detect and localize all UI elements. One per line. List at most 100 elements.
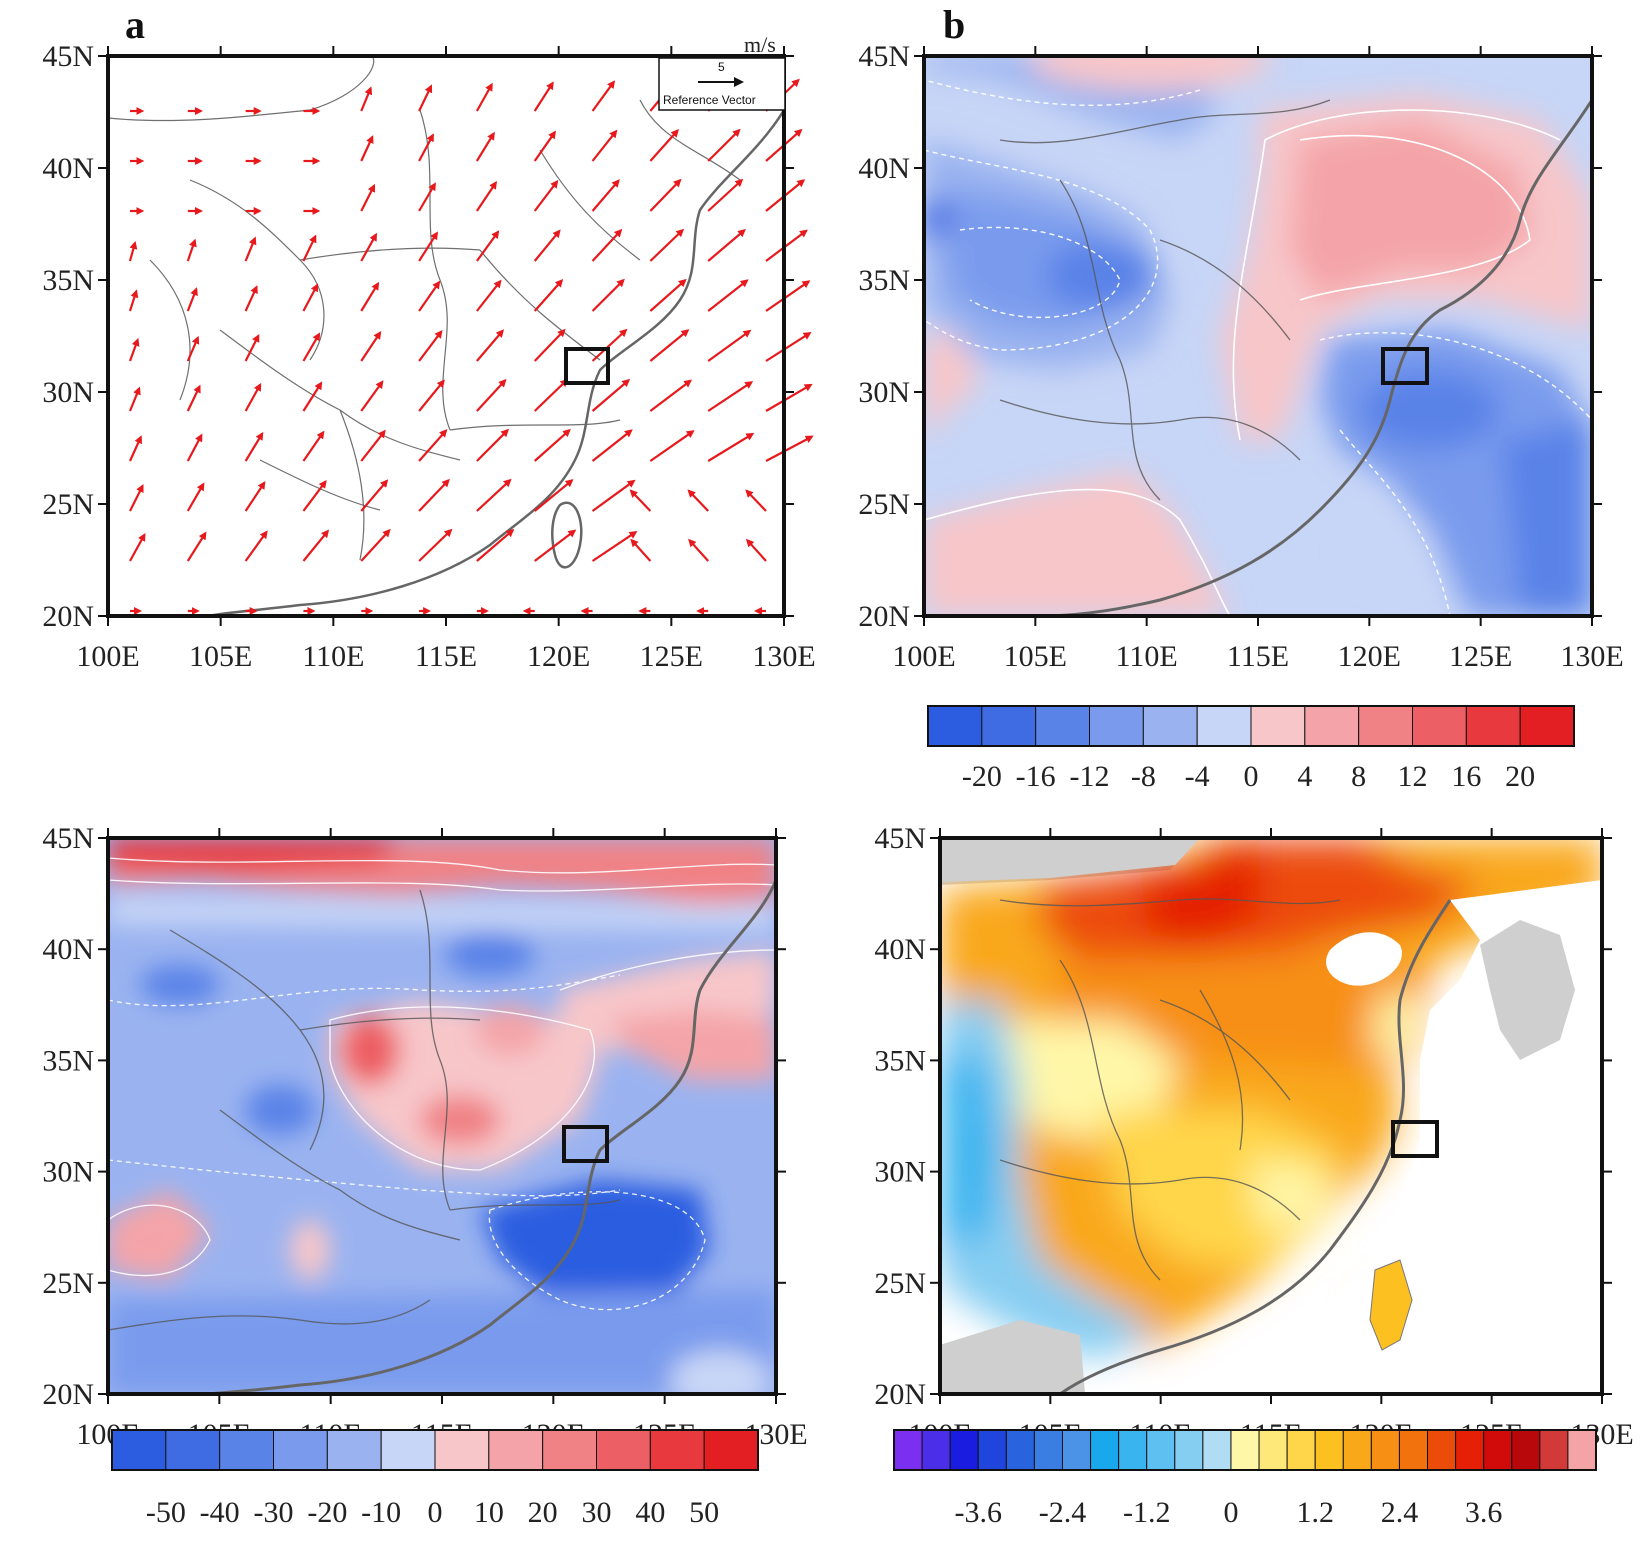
colorbar-label: -40 [200,1496,240,1529]
wind-vector [649,228,685,262]
wind-vector [475,131,495,162]
panel-3-colorbar: -3.6 -2.4 -1.2 0 1.2 2.4 3.6 [893,1429,1597,1529]
colorbars-layer: -20 -16 -12 -8 -4 0 4 8 12 16 20-50 -40 -30 -20 -10 0 10… [111,705,1597,1529]
colorbar-swatch [326,1429,382,1471]
axes-layer: 45N 40N 35N 30N 25N 20N 100E 105E 110E 115E 120E 12… [42,40,1633,1451]
colorbar-frame [893,1429,1597,1471]
wind-vector [476,478,512,512]
wind-vector [244,481,266,512]
colorbar-label: 4 [1297,760,1312,793]
lat-tick-label: 20N [858,600,910,633]
wind-vector [360,429,386,462]
wind-vector [302,529,330,562]
wind-vector [649,430,695,462]
wind-vector [629,489,652,512]
wind-vector [649,329,690,362]
reference-vector-legend: 5 Reference Vector m/s [658,32,786,111]
panel-a-wind-vectors [128,78,814,615]
lat-tick-label: 25N [874,1267,926,1300]
lat-tick-label: 30N [42,1156,94,1189]
panel-1-axes: 45N 40N 35N 30N 25N 20N 100E 105E 110E 115E 120E 12… [858,40,1623,673]
lon-tick-label: 105E [1004,640,1067,673]
wind-vector [302,479,327,512]
wind-vector [591,80,616,112]
colorbar-swatch [1370,1429,1400,1471]
wind-vector [418,329,443,362]
wind-vector [591,129,618,162]
colorbar-swatch [927,705,983,747]
lat-tick-label: 40N [42,933,94,966]
colorbar-swatch [1090,1429,1120,1471]
wind-vector [186,238,197,262]
wind-vector [533,378,569,412]
wind-vector [591,228,623,262]
wind-vector [765,435,814,462]
colorbar-swatch [1427,1429,1457,1471]
wind-vector [534,479,574,512]
colorbar-swatch [981,705,1037,747]
wind-vector [475,82,493,112]
wind-vector [707,279,749,312]
wind-vector [591,278,625,312]
colorbar-label: 2.4 [1381,1496,1419,1529]
panel-d-field [940,838,1602,1394]
lat-tick-label: 45N [874,822,926,855]
wind-vector [475,180,497,212]
wind-vector [591,530,638,562]
wind-vector [707,432,755,462]
wind-vector [533,179,559,212]
wind-vector [591,328,628,362]
lon-tick-label: 100E [76,640,139,673]
colorbar-swatch [893,1429,923,1471]
lat-tick-label: 25N [42,1267,94,1300]
colorbar-swatch [1035,705,1090,747]
colorbar-swatch [1174,1429,1204,1471]
colorbar-label: 3.6 [1465,1496,1503,1529]
colorbar-swatch [1412,705,1467,747]
wind-vector [418,478,450,512]
lon-tick-label: 130E [752,640,815,673]
colorbar-swatch [1142,705,1198,747]
colorbar-swatch [977,1429,1007,1471]
lat-tick-label: 30N [42,376,94,409]
panel-0-axes: 45N 40N 35N 30N 25N 20N 100E 105E 110E 115E 120E 12… [42,40,815,673]
colorbar-label: 20 [528,1496,558,1529]
wind-vector [418,231,439,262]
panel-c-field [108,838,776,1394]
colorbar-frame [927,705,1575,747]
panel-a-study-box [564,347,610,385]
wind-vector [302,234,317,262]
wind-vector [476,378,507,412]
wind-vector [765,229,808,262]
reference-vector-box [658,57,786,111]
wind-vector [302,430,325,462]
colorbar-label: -12 [1070,760,1110,793]
wind-vector [533,229,561,262]
lon-tick-label: 130E [1560,640,1623,673]
lat-tick-label: 30N [874,1156,926,1189]
colorbar-swatch [1146,1429,1176,1471]
colorbar-swatch [1314,1429,1344,1471]
wind-vector [360,86,373,112]
colorbar-label: 30 [582,1496,612,1529]
wind-vector [302,381,323,412]
wind-vector [591,429,633,462]
lat-tick-label: 45N [42,40,94,73]
colorbar-swatch [1398,1429,1429,1471]
colorbar-label: 8 [1351,760,1366,793]
panel-a-label: a [125,2,145,47]
colorbar-label: -20 [962,760,1002,793]
lat-tick-label: 35N [858,264,910,297]
wind-vector [302,332,321,362]
wind-vector [765,383,813,412]
colorbar-swatch [949,1429,979,1471]
colorbar-label: 10 [474,1496,504,1529]
panel-a-units: m/s [744,32,776,57]
wind-vector [649,278,687,312]
wind-vector [186,335,200,362]
colorbar-label: -20 [307,1496,347,1529]
reference-vector-label: Reference Vector [663,93,756,107]
wind-vector [244,285,258,312]
lat-tick-label: 45N [858,40,910,73]
